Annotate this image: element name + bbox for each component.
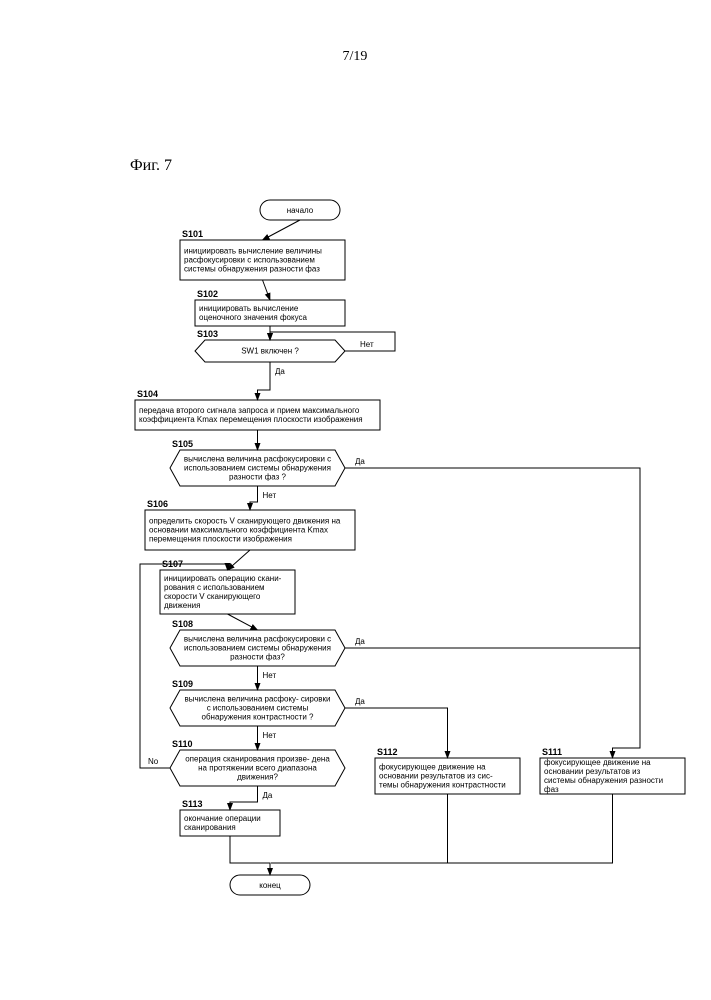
edge xyxy=(263,280,271,300)
step-label-s112: S112 xyxy=(377,747,398,757)
edge-label: Да xyxy=(355,457,365,466)
edge-label: Нет xyxy=(263,671,277,680)
edge xyxy=(230,836,270,875)
edge-label: Нет xyxy=(360,340,374,349)
edge-label: Нет xyxy=(263,491,277,500)
decision-text-s103: SW1 включен ? xyxy=(241,347,299,356)
edge xyxy=(263,220,301,240)
edge xyxy=(230,786,258,810)
step-label-s109: S109 xyxy=(172,679,193,689)
edge-label: Да xyxy=(263,791,273,800)
edge xyxy=(228,614,258,630)
edge-label: Да xyxy=(355,637,365,646)
process-text-s101: инициировать вычисление величинырасфокус… xyxy=(184,247,322,274)
edge xyxy=(271,794,613,863)
figure-label: Фиг. 7 xyxy=(130,157,172,174)
edge xyxy=(271,794,448,863)
edge xyxy=(228,550,251,570)
edge xyxy=(258,362,271,400)
step-label-s106: S106 xyxy=(147,499,168,509)
edge-label: Да xyxy=(355,697,365,706)
step-label-s113: S113 xyxy=(182,799,203,809)
step-label-s101: S101 xyxy=(182,229,203,239)
process-text-s104: передача второго сигнала запроса и прием… xyxy=(139,406,363,424)
terminator-text-end: конец xyxy=(259,881,281,890)
flowchart: начало инициировать вычисление величиныра… xyxy=(135,200,685,895)
process-text-s102: инициировать вычислениеоценочного значен… xyxy=(199,304,307,322)
edge xyxy=(250,486,258,510)
step-label-s102: S102 xyxy=(197,289,218,299)
step-label-s108: S108 xyxy=(172,619,193,629)
step-label-s105: S105 xyxy=(172,439,193,449)
step-label-s104: S104 xyxy=(137,389,158,399)
edge-label: Да xyxy=(275,367,285,376)
step-label-s110: S110 xyxy=(172,739,193,749)
edge-label: No xyxy=(148,757,159,766)
step-label-s111: S111 xyxy=(542,747,562,757)
edge-label: Нет xyxy=(263,731,277,740)
edge xyxy=(345,468,640,758)
terminator-text-start: начало xyxy=(287,206,314,215)
step-label-s103: S103 xyxy=(197,329,218,339)
page-number: 7/19 xyxy=(343,49,368,64)
